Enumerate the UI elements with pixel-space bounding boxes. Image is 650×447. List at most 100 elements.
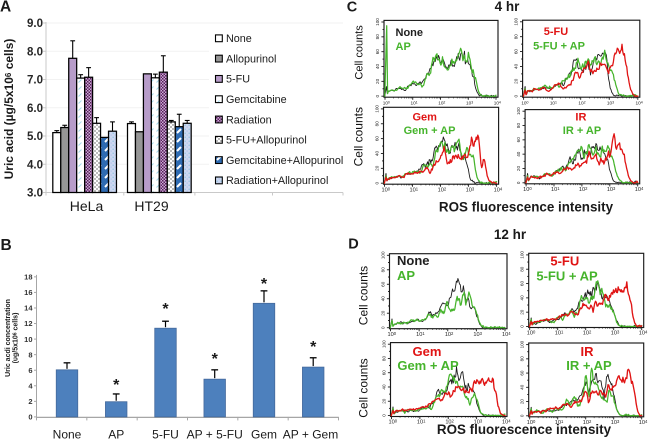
svg-text:5-FU: 5-FU	[544, 26, 569, 38]
svg-text:20: 20	[375, 165, 380, 171]
svg-text:0: 0	[28, 413, 32, 422]
svg-text:8: 8	[28, 350, 32, 359]
svg-text:102: 102	[438, 186, 447, 193]
svg-text:100: 100	[527, 419, 536, 426]
svg-text:101: 101	[416, 331, 425, 338]
svg-text:Radiation: Radiation	[226, 114, 272, 126]
svg-text:4 hr: 4 hr	[495, 0, 521, 14]
svg-text:D: D	[348, 236, 358, 252]
svg-text:*: *	[113, 377, 120, 394]
svg-text:40: 40	[375, 151, 380, 157]
svg-text:HT29: HT29	[134, 198, 168, 214]
svg-text:5-FU: 5-FU	[226, 74, 250, 86]
svg-text:*: *	[310, 339, 317, 356]
svg-text:AP: AP	[108, 428, 124, 442]
svg-text:100: 100	[388, 331, 397, 338]
svg-text:Uric acid (µg/5x106 cells): Uric acid (µg/5x106 cells)	[2, 39, 16, 180]
svg-text:80: 80	[520, 356, 525, 362]
svg-text:60: 60	[514, 49, 519, 55]
svg-text:Cell counts: Cell counts	[357, 358, 371, 417]
svg-text:100: 100	[382, 340, 387, 348]
svg-text:6: 6	[28, 366, 32, 375]
svg-text:60: 60	[520, 370, 525, 376]
svg-text:103: 103	[611, 330, 620, 337]
svg-text:100: 100	[521, 100, 528, 105]
svg-text:100: 100	[382, 186, 391, 193]
svg-text:80: 80	[516, 123, 521, 129]
svg-text:Gem + AP: Gem + AP	[404, 125, 456, 137]
svg-text:102: 102	[445, 419, 454, 426]
svg-text:104: 104	[502, 331, 511, 338]
svg-text:0: 0	[375, 181, 380, 184]
svg-text:101: 101	[551, 186, 560, 193]
svg-text:0: 0	[520, 414, 525, 417]
svg-text:104: 104	[494, 186, 503, 193]
svg-text:104: 104	[502, 419, 511, 426]
svg-text:100: 100	[516, 107, 521, 115]
svg-text:101: 101	[550, 100, 557, 105]
svg-text:40: 40	[520, 384, 525, 390]
svg-text:16: 16	[24, 288, 32, 297]
svg-text:AP: AP	[397, 268, 415, 283]
svg-text:60: 60	[375, 136, 380, 142]
svg-text:104: 104	[639, 419, 648, 426]
svg-text:2: 2	[28, 397, 32, 406]
svg-text:A: A	[0, 0, 11, 16]
svg-text:20: 20	[514, 78, 519, 84]
svg-text:102: 102	[445, 331, 454, 338]
svg-text:40: 40	[382, 384, 387, 390]
svg-text:None: None	[397, 253, 430, 268]
svg-text:5-FU + AP: 5-FU + AP	[536, 269, 598, 284]
svg-text:100: 100	[520, 340, 525, 348]
svg-text:6.0: 6.0	[27, 103, 43, 115]
svg-text:100: 100	[527, 330, 536, 337]
svg-text:0: 0	[516, 181, 521, 184]
svg-text:14: 14	[24, 304, 33, 313]
svg-text:Gem: Gem	[413, 344, 442, 359]
svg-text:8.0: 8.0	[27, 47, 43, 59]
svg-text:104: 104	[494, 100, 501, 105]
svg-text:AP: AP	[396, 41, 411, 53]
svg-text:80: 80	[520, 266, 525, 272]
svg-text:100: 100	[375, 105, 380, 113]
svg-text:IR: IR	[581, 344, 595, 359]
svg-text:5-FU: 5-FU	[152, 428, 179, 442]
svg-text:AP + Gem: AP + Gem	[283, 428, 338, 442]
svg-text:20: 20	[382, 398, 387, 404]
svg-text:*: *	[212, 351, 219, 368]
svg-text:101: 101	[411, 100, 418, 105]
svg-text:*: *	[261, 276, 268, 293]
svg-text:103: 103	[466, 100, 473, 105]
svg-text:101: 101	[410, 186, 419, 193]
svg-text:5-FU: 5-FU	[550, 253, 579, 268]
svg-text:80: 80	[375, 34, 380, 40]
svg-text:0: 0	[375, 94, 380, 97]
svg-text:5.0: 5.0	[27, 131, 43, 143]
svg-text:3.0: 3.0	[27, 188, 43, 200]
svg-text:20: 20	[520, 399, 525, 405]
svg-text:103: 103	[466, 186, 475, 193]
svg-text:102: 102	[579, 186, 588, 193]
svg-text:Gemcitabine: Gemcitabine	[226, 94, 287, 106]
svg-text:0: 0	[381, 326, 386, 329]
svg-text:80: 80	[514, 34, 519, 40]
svg-text:60: 60	[382, 370, 387, 376]
svg-text:40: 40	[514, 63, 519, 69]
svg-text:100: 100	[523, 186, 532, 193]
svg-text:IR + AP: IR + AP	[563, 125, 601, 137]
svg-text:Gem + AP: Gem + AP	[397, 358, 459, 373]
svg-text:100: 100	[383, 100, 390, 105]
svg-text:12 hr: 12 hr	[494, 227, 527, 242]
svg-text:101: 101	[555, 330, 564, 337]
svg-text:None: None	[53, 428, 82, 442]
svg-text:40: 40	[520, 295, 525, 301]
svg-text:100: 100	[389, 419, 398, 426]
svg-text:None: None	[226, 33, 252, 45]
svg-text:5-FU + AP: 5-FU + AP	[533, 40, 585, 52]
svg-text:60: 60	[516, 137, 521, 143]
svg-text:103: 103	[473, 331, 482, 338]
svg-text:9.0: 9.0	[27, 18, 43, 30]
svg-text:103: 103	[474, 419, 483, 426]
svg-text:104: 104	[636, 100, 643, 105]
svg-text:B: B	[1, 237, 12, 254]
